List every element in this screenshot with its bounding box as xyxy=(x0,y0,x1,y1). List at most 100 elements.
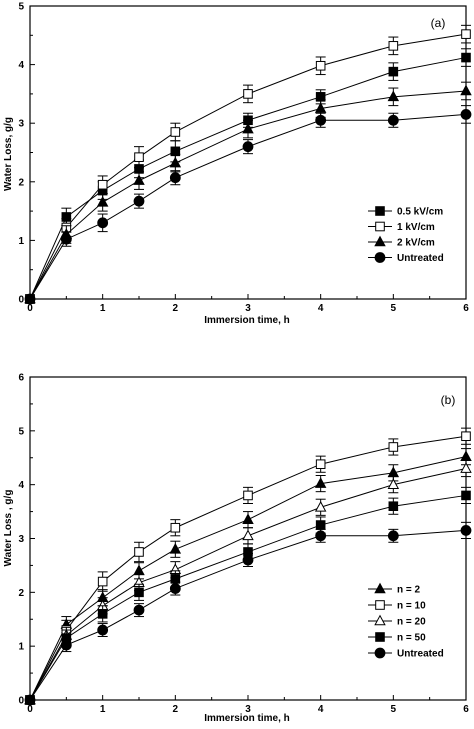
data-point xyxy=(169,172,181,184)
x-tick-label: 0 xyxy=(27,704,33,715)
data-point xyxy=(460,84,472,96)
data-point xyxy=(314,102,327,113)
y-tick-label: 3 xyxy=(18,534,24,545)
data-point xyxy=(242,141,254,153)
data-point xyxy=(460,450,472,461)
legend: n = 2 n = 10 n = 20 n = 50 Untreated xyxy=(368,582,444,660)
data-point xyxy=(134,587,144,598)
data-point xyxy=(133,174,145,185)
x-tick-label: 1 xyxy=(100,303,106,314)
legend-marker xyxy=(374,235,386,247)
data-point xyxy=(24,293,36,305)
data-point xyxy=(96,195,109,207)
x-tick-label: 0 xyxy=(27,303,33,314)
legend-label: Untreated xyxy=(397,649,444,660)
y-tick-label: 1 xyxy=(18,642,24,653)
legend-label: n = 2 xyxy=(397,585,421,596)
data-point xyxy=(243,89,253,99)
x-tick-label: 2 xyxy=(173,303,179,314)
data-point xyxy=(170,522,181,533)
y-tick-label: 5 xyxy=(18,2,24,13)
legend-label: 2 kV/cm xyxy=(397,238,435,249)
data-point xyxy=(242,122,254,134)
data-point xyxy=(60,233,72,245)
data-point xyxy=(60,639,72,651)
legend-marker xyxy=(374,614,386,626)
data-point xyxy=(460,462,472,473)
data-point xyxy=(97,576,108,587)
data-point xyxy=(97,624,109,636)
x-tick-label: 3 xyxy=(245,303,251,314)
data-point xyxy=(315,520,326,530)
x-tick-label: 1 xyxy=(100,704,106,715)
data-point xyxy=(461,29,471,39)
data-point xyxy=(388,66,399,77)
data-point xyxy=(242,513,254,524)
legend-marker xyxy=(375,221,385,232)
data-point xyxy=(315,530,327,542)
data-point xyxy=(97,217,109,229)
legend-marker xyxy=(374,647,386,659)
legend-label: n = 20 xyxy=(397,617,426,628)
x-tick-label: 6 xyxy=(463,303,469,314)
data-point xyxy=(387,478,400,489)
data-point xyxy=(461,52,471,63)
chart-panel-a: (a) Immersion time, h Water Loss, g/g 0 1… xyxy=(3,2,472,326)
data-point xyxy=(315,114,327,126)
data-point xyxy=(242,529,254,541)
legend-marker xyxy=(374,582,386,594)
y-tick-label: 0 xyxy=(18,295,24,306)
x-tick-label: 6 xyxy=(463,704,469,715)
data-point xyxy=(169,583,181,594)
data-point xyxy=(315,459,326,470)
data-point xyxy=(460,525,472,536)
legend-label: n = 50 xyxy=(397,633,426,644)
series-untreated xyxy=(24,521,472,706)
data-point xyxy=(134,547,144,557)
legend-label: 0.5 kV/cm xyxy=(397,207,443,218)
data-point xyxy=(460,109,472,120)
data-point xyxy=(387,530,399,542)
legend-label: n = 10 xyxy=(397,601,426,612)
data-point xyxy=(461,431,471,442)
data-point xyxy=(388,41,399,51)
y-tick-label: 3 xyxy=(18,119,24,130)
data-point xyxy=(314,477,327,488)
data-point xyxy=(461,490,471,501)
panel-label: (b) xyxy=(441,393,456,407)
x-axis-title: Immersion time, h xyxy=(204,315,290,326)
x-axis-title: Immersion time, h xyxy=(204,713,290,724)
legend-marker xyxy=(375,632,385,642)
x-tick-label: 2 xyxy=(173,704,179,715)
y-tick-label: 1 xyxy=(18,236,24,247)
y-axis-title: Water Loss , g/g xyxy=(3,490,14,567)
data-point xyxy=(97,179,108,190)
y-tick-label: 4 xyxy=(18,480,24,491)
legend-label: 1 kV/cm xyxy=(397,222,435,233)
data-point xyxy=(169,156,182,168)
x-tick-label: 4 xyxy=(318,303,324,314)
x-tick-label: 3 xyxy=(245,704,251,715)
legend-marker xyxy=(374,252,386,263)
data-point xyxy=(387,114,399,126)
data-point xyxy=(170,127,181,137)
y-tick-label: 5 xyxy=(18,426,24,437)
data-point xyxy=(243,490,253,501)
data-point xyxy=(388,442,399,452)
y-axis-title: Water Loss, g/g xyxy=(3,117,14,191)
data-point xyxy=(169,542,182,554)
data-point xyxy=(133,604,145,616)
y-tick-label: 2 xyxy=(18,588,24,599)
series-untreated xyxy=(24,105,472,305)
data-point xyxy=(24,694,36,706)
data-point xyxy=(242,554,254,566)
data-point xyxy=(134,152,144,162)
y-tick-label: 0 xyxy=(18,696,24,707)
y-tick-label: 2 xyxy=(18,177,24,188)
data-point xyxy=(314,500,327,512)
data-point xyxy=(388,501,399,511)
y-tick-label: 6 xyxy=(18,373,24,384)
data-point xyxy=(133,195,145,207)
data-point xyxy=(97,609,108,619)
